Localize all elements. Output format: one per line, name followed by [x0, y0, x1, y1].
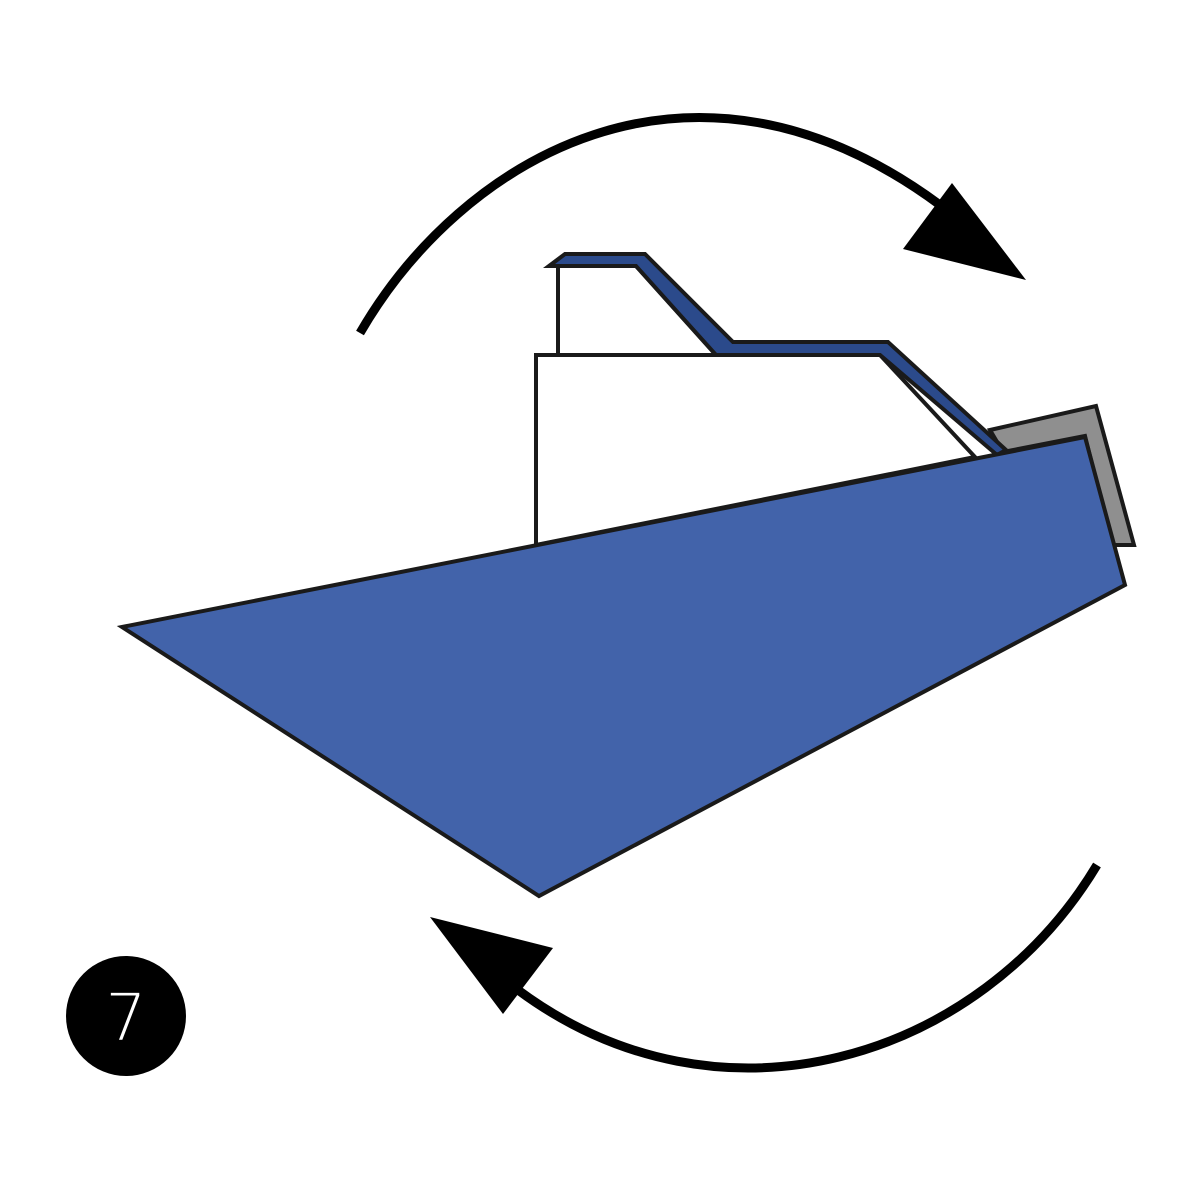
- step-number: 7: [106, 982, 147, 1056]
- top-rotate-arrow-icon: [356, 113, 1026, 336]
- bottom-arrow-curve: [515, 862, 1101, 1073]
- bottom-rotate-arrow-icon: [430, 862, 1101, 1073]
- boat-hull: [116, 434, 1128, 899]
- bottom-arrow-head: [430, 917, 553, 1014]
- top-arrow-head: [903, 183, 1026, 280]
- step-badge-circle: [66, 956, 186, 1076]
- top-arrow-curve: [356, 113, 943, 336]
- step-number-badge: 7: [66, 956, 186, 1076]
